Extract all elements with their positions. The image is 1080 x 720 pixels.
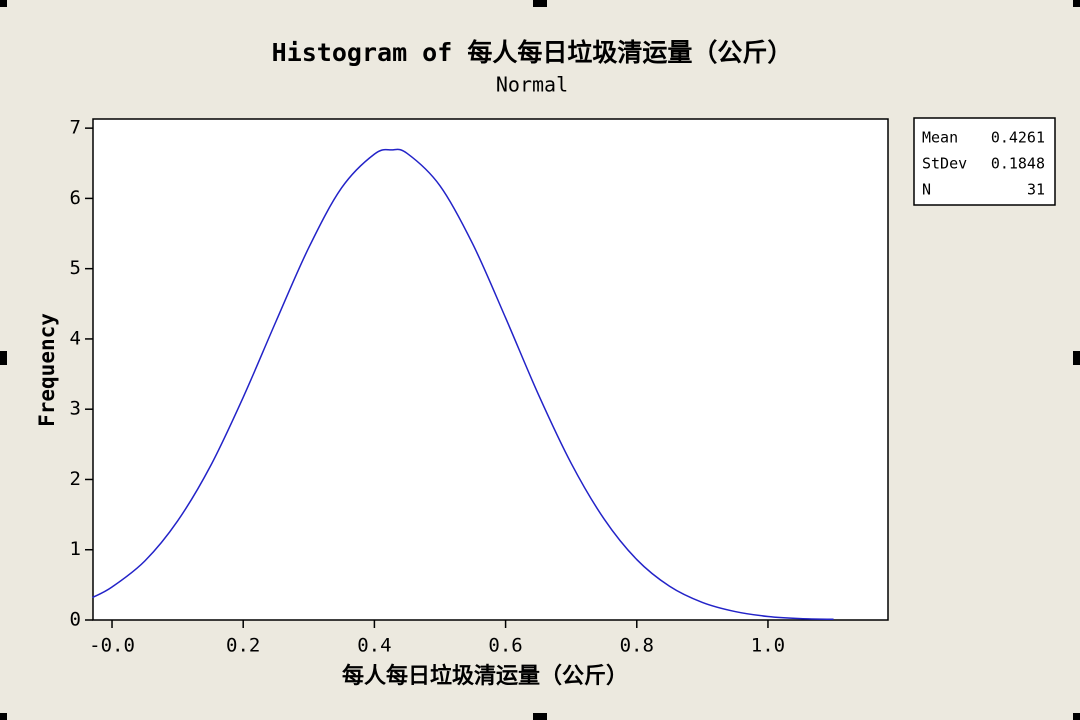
stat-label: N bbox=[922, 181, 931, 199]
y-tick-label: 0 bbox=[70, 609, 81, 631]
x-tick-label: 0.6 bbox=[488, 635, 522, 657]
stat-label: StDev bbox=[922, 155, 967, 173]
stats-box bbox=[913, 117, 1056, 206]
x-tick-label: 0.8 bbox=[620, 635, 654, 657]
stat-value: 0.1848 bbox=[991, 155, 1045, 173]
y-tick-label: 6 bbox=[70, 187, 81, 209]
plot-area bbox=[92, 118, 889, 621]
x-axis-label: 每人每日垃圾清运量（公斤） bbox=[342, 663, 628, 689]
y-tick-label: 2 bbox=[70, 468, 81, 490]
stat-value: 31 bbox=[1027, 181, 1045, 199]
x-tick-label: -0.0 bbox=[89, 635, 135, 657]
y-tick-label: 5 bbox=[70, 257, 81, 279]
x-tick-label: 0.2 bbox=[226, 635, 260, 657]
y-tick-label: 3 bbox=[70, 398, 81, 420]
fit-line bbox=[91, 148, 834, 621]
stat-value: 0.4261 bbox=[991, 129, 1045, 147]
chart-subtitle: Normal bbox=[496, 73, 568, 97]
y-axis-label: Frequency bbox=[35, 313, 59, 427]
chart-title: Histogram of 每人每日垃圾清运量（公斤） bbox=[272, 38, 793, 67]
y-tick-label: 1 bbox=[70, 538, 81, 560]
y-tick-label: 4 bbox=[70, 327, 81, 349]
x-tick-label: 0.4 bbox=[357, 635, 391, 657]
y-tick-label: 7 bbox=[70, 117, 81, 139]
x-tick-label: 1.0 bbox=[751, 635, 785, 657]
stat-label: Mean bbox=[922, 129, 958, 147]
